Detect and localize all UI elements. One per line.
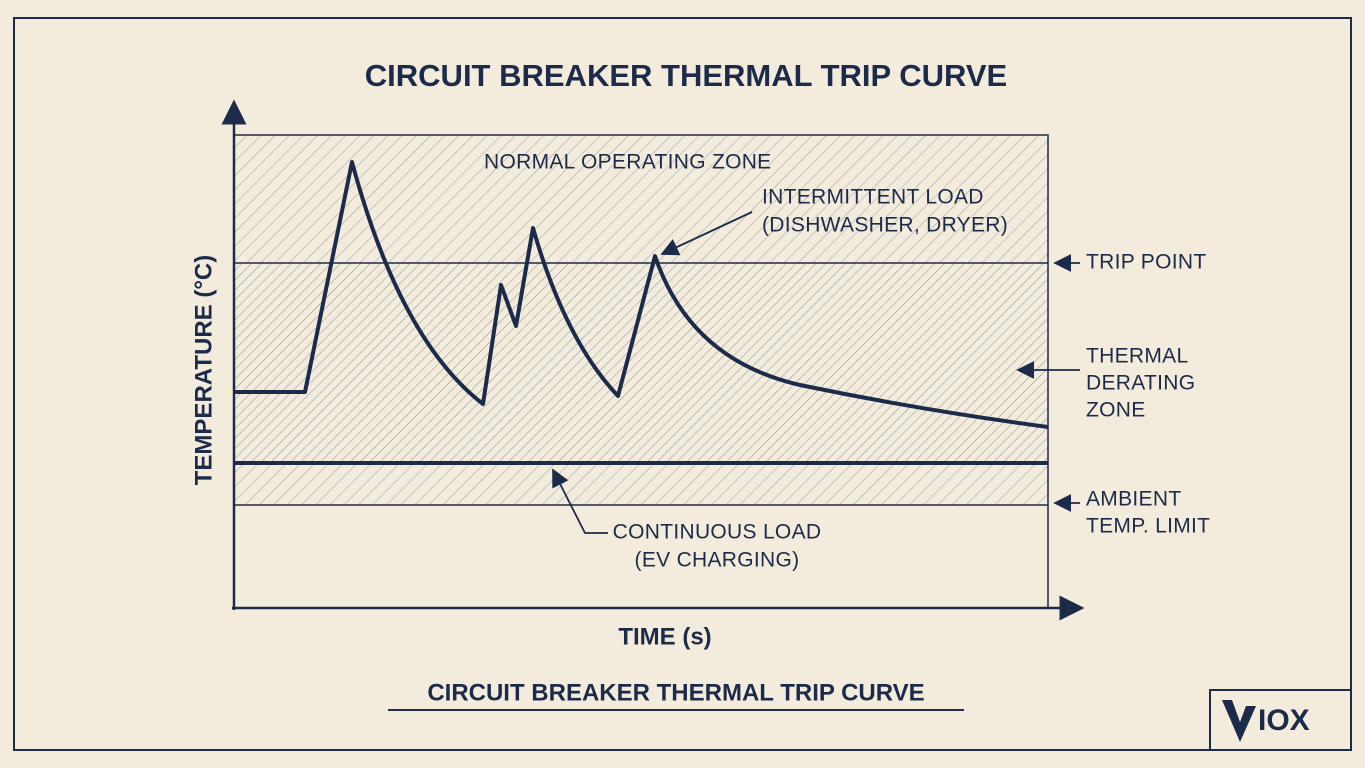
x-axis-label: TIME (s) bbox=[618, 623, 711, 650]
y-axis-label: TEMPERATURE (°C) bbox=[190, 255, 217, 485]
derating-label: THERMAL bbox=[1086, 345, 1188, 368]
intermittent-label: INTERMITTENT LOAD bbox=[762, 186, 984, 209]
derating-label: ZONE bbox=[1086, 399, 1146, 422]
ambient-label: TEMP. LIMIT bbox=[1086, 515, 1210, 538]
continuous-label: CONTINUOUS LOAD bbox=[613, 521, 822, 544]
logo-mark bbox=[1222, 700, 1256, 742]
arrow bbox=[660, 211, 753, 256]
normal-zone bbox=[234, 135, 1048, 263]
trip-point-label: TRIP POINT bbox=[1086, 251, 1206, 274]
zones bbox=[233, 134, 1049, 609]
footer-caption: CIRCUIT BREAKER THERMAL TRIP CURVE bbox=[427, 679, 924, 706]
ambient-zone bbox=[234, 463, 1048, 505]
derating-zone bbox=[234, 263, 1048, 463]
temperature-curve bbox=[234, 160, 1049, 429]
logo-text: IOX bbox=[1258, 704, 1310, 737]
logo: IOX bbox=[1209, 689, 1352, 751]
title: CIRCUIT BREAKER THERMAL TRIP CURVE bbox=[365, 58, 1007, 93]
normal-zone-label: NORMAL OPERATING ZONE bbox=[484, 151, 772, 174]
frame bbox=[13, 17, 1352, 751]
derating-label: DERATING bbox=[1086, 372, 1195, 395]
arrow bbox=[552, 468, 608, 534]
ambient-label: AMBIENT bbox=[1086, 488, 1181, 511]
continuous-label: (EV CHARGING) bbox=[635, 549, 800, 572]
intermittent-label: (DISHWASHER, DRYER) bbox=[762, 214, 1008, 237]
